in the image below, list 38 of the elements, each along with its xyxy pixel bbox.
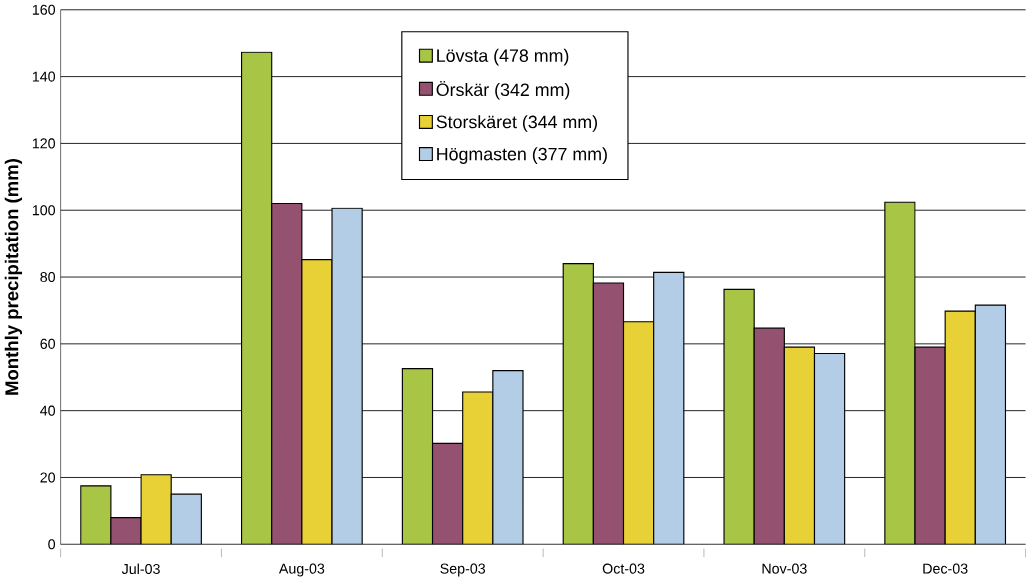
- bar: [944, 310, 976, 545]
- y-tick-label: 100: [32, 205, 56, 216]
- y-axis-title: Monthly precipitation (mm): [4, 158, 23, 395]
- y-tick-label: 0: [48, 539, 56, 550]
- bar: [301, 258, 333, 545]
- y-tick-label: 40: [40, 405, 56, 416]
- y-tick-label: 60: [40, 338, 56, 349]
- y-tick-label: 140: [32, 71, 56, 82]
- y-tick-label: 20: [40, 472, 56, 483]
- bar: [170, 493, 202, 545]
- x-tick-label: Sep-03: [440, 563, 486, 577]
- bar: [492, 369, 524, 545]
- bar: [783, 346, 816, 545]
- x-tick-label: Dec-03: [923, 563, 968, 574]
- bar: [271, 202, 303, 545]
- bar: [431, 442, 464, 545]
- y-tick-label: 80: [40, 271, 56, 282]
- x-tick-label: Jul-03: [121, 563, 160, 574]
- bar: [110, 516, 142, 545]
- x-tick-label: Oct-03: [602, 563, 645, 574]
- bar: [914, 346, 946, 545]
- bar: [140, 474, 172, 545]
- bar: [592, 282, 625, 545]
- bar: [462, 391, 494, 545]
- bar: [622, 321, 655, 545]
- bar: [331, 207, 363, 545]
- bar: [753, 327, 785, 545]
- legend-label: Lövsta (478 mm): [437, 48, 569, 66]
- legend-label: Storskäret (344 mm): [436, 115, 597, 132]
- bar: [813, 352, 846, 545]
- y-tick-label: 160: [32, 4, 56, 15]
- x-tick-label: Aug-03: [278, 563, 325, 577]
- x-tick-label: Nov-03: [762, 563, 807, 574]
- legend-label: Högmasten (377 mm): [437, 147, 607, 164]
- bar: [974, 304, 1007, 545]
- y-tick-label: 120: [32, 138, 56, 149]
- legend-label: Örskär (342 mm): [436, 80, 570, 100]
- bar: [653, 271, 685, 545]
